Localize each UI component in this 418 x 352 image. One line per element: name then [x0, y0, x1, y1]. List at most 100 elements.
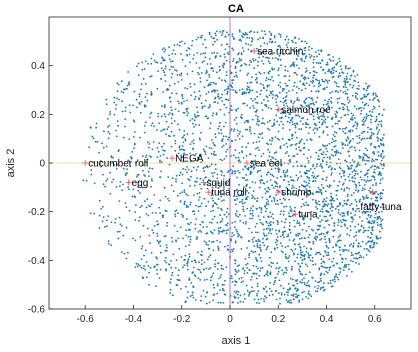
respondent-point	[296, 165, 299, 168]
respondent-point	[185, 193, 188, 196]
respondent-point	[259, 37, 261, 39]
respondent-point	[376, 136, 379, 139]
respondent-point	[303, 214, 306, 217]
respondent-point	[266, 142, 268, 145]
respondent-point	[268, 129, 271, 131]
respondent-point	[298, 188, 301, 191]
respondent-point	[259, 244, 261, 247]
respondent-point	[334, 139, 337, 142]
respondent-point	[178, 247, 181, 250]
respondent-point	[209, 179, 212, 182]
respondent-point	[287, 233, 290, 236]
respondent-point	[380, 123, 382, 126]
respondent-point	[165, 120, 168, 123]
respondent-point	[288, 198, 290, 201]
respondent-point	[318, 126, 321, 129]
respondent-point	[288, 212, 290, 215]
respondent-point	[345, 257, 347, 260]
respondent-point	[370, 231, 372, 234]
respondent-point	[205, 145, 208, 148]
respondent-point	[230, 238, 233, 241]
respondent-point	[209, 279, 212, 282]
respondent-point	[262, 216, 265, 219]
respondent-point	[252, 105, 254, 107]
respondent-point	[263, 298, 265, 300]
respondent-point	[249, 209, 252, 212]
respondent-point	[213, 286, 216, 289]
respondent-point	[338, 273, 341, 276]
respondent-point	[147, 265, 150, 267]
respondent-point	[354, 210, 357, 213]
respondent-point	[122, 167, 125, 170]
respondent-point	[269, 224, 272, 227]
respondent-point	[209, 254, 212, 257]
respondent-point	[234, 268, 237, 271]
respondent-point	[255, 147, 257, 150]
respondent-point	[250, 160, 253, 162]
respondent-point	[293, 253, 295, 256]
respondent-point	[106, 225, 108, 228]
respondent-point	[160, 67, 163, 69]
respondent-point	[189, 295, 192, 298]
respondent-point	[308, 271, 311, 274]
respondent-point	[102, 205, 104, 208]
respondent-point	[215, 55, 218, 57]
respondent-point	[206, 79, 208, 82]
respondent-point	[326, 150, 329, 153]
respondent-point	[89, 212, 92, 215]
respondent-point	[347, 67, 350, 70]
respondent-point	[245, 63, 248, 66]
respondent-point	[306, 42, 308, 45]
respondent-point	[185, 234, 187, 237]
respondent-point	[244, 198, 247, 201]
respondent-point	[196, 106, 198, 109]
respondent-point	[163, 105, 166, 108]
respondent-point	[237, 107, 239, 110]
respondent-point	[209, 63, 212, 65]
respondent-point	[152, 141, 155, 143]
respondent-point	[258, 240, 260, 243]
respondent-point	[303, 142, 306, 145]
respondent-point	[218, 191, 221, 193]
respondent-point	[255, 47, 258, 50]
respondent-point	[373, 192, 376, 195]
respondent-point	[246, 82, 249, 84]
respondent-point	[296, 220, 299, 222]
respondent-point	[263, 42, 266, 45]
respondent-point	[239, 294, 242, 297]
respondent-point	[284, 96, 287, 98]
respondent-point	[377, 131, 380, 133]
respondent-point	[284, 112, 287, 115]
respondent-point	[307, 252, 310, 255]
respondent-point	[156, 87, 159, 90]
respondent-point	[173, 134, 176, 137]
respondent-point	[276, 104, 278, 107]
respondent-point	[291, 108, 293, 111]
respondent-point	[312, 66, 315, 69]
respondent-point	[272, 80, 275, 82]
respondent-point	[186, 54, 189, 57]
respondent-point	[132, 136, 135, 138]
respondent-point	[256, 102, 259, 104]
respondent-point	[333, 222, 335, 224]
respondent-point	[273, 200, 276, 202]
respondent-point	[149, 242, 151, 245]
respondent-point	[277, 69, 280, 72]
respondent-point	[186, 133, 189, 136]
respondent-point	[291, 250, 294, 252]
respondent-point	[252, 264, 255, 267]
respondent-point	[279, 100, 282, 103]
respondent-point	[234, 139, 237, 142]
respondent-point	[321, 286, 324, 289]
respondent-point	[134, 219, 137, 222]
respondent-point	[233, 234, 235, 236]
respondent-point	[212, 272, 215, 275]
respondent-point	[318, 116, 320, 118]
respondent-point	[332, 206, 334, 209]
respondent-point	[173, 44, 176, 46]
respondent-point	[268, 196, 271, 198]
respondent-point	[329, 207, 332, 210]
respondent-point	[325, 103, 328, 106]
respondent-point	[208, 105, 211, 108]
respondent-point	[253, 245, 256, 247]
